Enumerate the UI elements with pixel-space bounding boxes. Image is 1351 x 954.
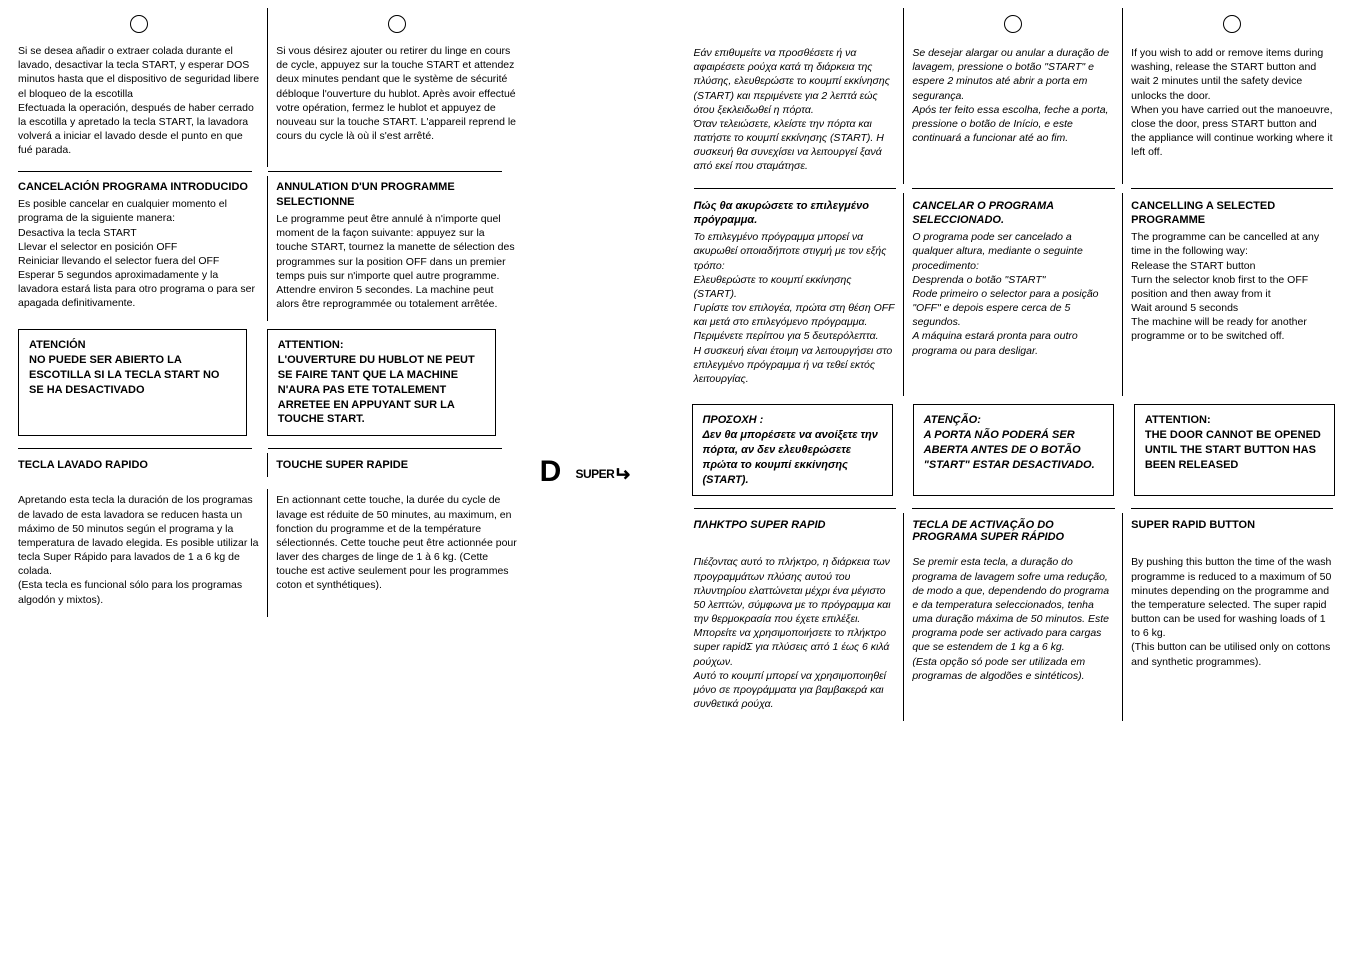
es-sr-head: TECLA LAVADO RAPIDO [10,453,267,477]
right-icon-row [686,8,1342,40]
fr-power-icon-cell [267,8,525,40]
pt-sr-head: TECLA DE ACTIVAÇÃO DO PROGRAMA SUPER RÁP… [903,513,1122,549]
es-intro: Si se desea añadir o extraer colada dura… [10,40,267,167]
right-sr-head-row: ΠΛΗΚΤΡΟ SUPER RAPID TECLA DE ACTIVAÇÃO D… [686,513,1342,549]
right-half: Εάν επιθυμείτε να προσθέσετε ή να αφαιρέ… [676,0,1351,954]
super-rapid-icon: SUPER↵ [576,459,631,484]
gr-intro-text: Εάν επιθυμείτε να προσθέσετε ή να αφαιρέ… [694,46,896,174]
en-cancel-text: The programme can be cancelled at any ti… [1131,230,1333,343]
en-intro-text: If you wish to add or remove items durin… [1131,46,1333,159]
gr-cancel-text: Το επιλεγμένο πρόγραμμα μπορεί να ακυρωθ… [694,230,896,386]
pt-cancel-head: CANCELAR O PROGRAMA SELECCIONADO. [912,199,1114,229]
filler [512,321,662,444]
gr-sr-text: Πιέζοντας αυτό το πλήκτρο, η διάρκεια τω… [694,555,896,711]
sr-label: SUPER [576,467,615,481]
left-sr-head-row: TECLA LAVADO RAPIDO TOUCHE SUPER RAPIDE … [10,453,666,489]
hr-r1 [686,184,1342,193]
letter-d: D [526,453,576,489]
gap [526,489,666,616]
fr-intro: Si vous désirez ajouter ou retirer du li… [267,40,525,167]
gr-cancel-head: Πώς θα ακυρώσετε το επιλεγμένο πρόγραμμα… [694,199,896,229]
en-cancel: CANCELLING A SELECTED PROGRAMME The prog… [1122,193,1341,397]
gr-icon-cell [686,8,904,40]
power-icon [130,15,148,33]
right-cancel-row: Πώς θα ακυρώσετε το επιλεγμένο πρόγραμμα… [686,193,1342,397]
hr-2 [10,444,666,453]
left-half: Si se desea añadir o extraer colada dura… [0,0,676,954]
fr-warn-box: ATTENTION:L'OUVERTURE DU HUBLOT NE PEUT … [267,329,496,436]
pt-sr: Se premir esta tecla, a duração do progr… [903,549,1122,721]
pt-intro: Se desejar alargar ou anular a duração d… [903,40,1122,184]
gap [526,40,666,167]
return-arrow-icon: ↵ [614,462,630,487]
es-sr: Apretando esta tecla la duración de los … [10,489,267,616]
left-warn-row: ATENCIÓNNO PUEDE SER ABIERTO LA ESCOTILL… [10,321,666,444]
fr-cancel-text: Le programme peut être annulé à n'import… [276,212,517,311]
gr-warn-box: ΠΡΟΣΟΧΗ :Δεν θα μπορέσετε να ανοίξετε τη… [692,404,893,496]
fr-intro-text: Si vous désirez ajouter ou retirer du li… [276,44,517,143]
power-icon [388,15,406,33]
en-warn-box: ATTENTION:THE DOOR CANNOT BE OPENED UNTI… [1134,404,1335,496]
es-cancel-head: CANCELACIÓN PROGRAMA INTRODUCIDO [18,180,259,195]
en-sr-head: SUPER RAPID BUTTON [1122,513,1341,549]
gap [526,176,666,321]
left-sr-body-row: Apretando esta tecla la duración de los … [10,489,666,616]
power-icon [1223,15,1241,33]
en-sr: By pushing this button the time of the w… [1122,549,1341,721]
pt-intro-text: Se desejar alargar ou anular a duração d… [912,46,1114,145]
right-sr-body-row: Πιέζοντας αυτό το πλήκτρο, η διάρκεια τω… [686,549,1342,721]
power-icon [1004,15,1022,33]
sr-symbol-slot: SUPER↵ [576,453,666,484]
gr-intro: Εάν επιθυμείτε να προσθέσετε ή να αφαιρέ… [686,40,904,184]
gr-sr: Πιέζοντας αυτό το πλήκτρο, η διάρκεια τω… [686,549,904,721]
right-warn-row: ΠΡΟΣΟΧΗ :Δεν θα μπορέσετε να ανοίξετε τη… [686,396,1342,504]
es-sr-text: Apretando esta tecla la duración de los … [18,493,259,606]
fr-warn-text: ATTENTION:L'OUVERTURE DU HUBLOT NE PEUT … [278,339,475,425]
hr-1 [10,167,666,176]
left-cancel-row: CANCELACIÓN PROGRAMA INTRODUCIDO Es posi… [10,176,666,321]
pt-warn-box: ATENÇÃO:A PORTA NÃO PODERÁ SER ABERTA AN… [913,404,1114,496]
fr-sr-head: TOUCHE SUPER RAPIDE [267,453,525,477]
es-intro-text: Si se desea añadir o extraer colada dura… [18,44,259,157]
pt-cancel-text: O programa pode ser cancelado a qualquer… [912,230,1114,358]
pt-cancel: CANCELAR O PROGRAMA SELECCIONADO. O prog… [903,193,1122,397]
es-warn-text: ATENCIÓNNO PUEDE SER ABIERTO LA ESCOTILL… [29,339,219,396]
gr-warn-text: ΠΡΟΣΟΧΗ :Δεν θα μπορέσετε να ανοίξετε τη… [703,414,878,485]
en-warn-text: ATTENTION:THE DOOR CANNOT BE OPENED UNTI… [1145,414,1321,471]
pt-power-icon-cell [903,8,1122,40]
pt-sr-text: Se premir esta tecla, a duração do progr… [912,555,1114,683]
icon-spacer [526,8,666,40]
es-warn-box: ATENCIÓNNO PUEDE SER ABIERTO LA ESCOTILL… [18,329,247,436]
es-power-icon-cell [10,8,267,40]
es-cancel: CANCELACIÓN PROGRAMA INTRODUCIDO Es posi… [10,176,267,321]
gr-cancel: Πώς θα ακυρώσετε το επιλεγμένο πρόγραμμα… [686,193,904,397]
en-intro: If you wish to add or remove items durin… [1122,40,1341,184]
pt-warn-text: ATENÇÃO:A PORTA NÃO PODERÁ SER ABERTA AN… [924,414,1095,471]
fr-cancel: ANNULATION D'UN PROGRAMME SELECTIONNE Le… [267,176,525,321]
en-cancel-head: CANCELLING A SELECTED PROGRAMME [1131,199,1333,229]
gr-sr-head: ΠΛΗΚΤΡΟ SUPER RAPID [686,513,904,549]
fr-sr-text: En actionnant cette touche, la durée du … [276,493,517,592]
en-sr-text: By pushing this button the time of the w… [1131,555,1333,668]
left-intro-row: Si se desea añadir o extraer colada dura… [10,40,666,167]
page-root: Si se desea añadir o extraer colada dura… [0,0,1351,954]
hr-r2 [686,504,1342,513]
en-power-icon-cell [1122,8,1341,40]
fr-sr: En actionnant cette touche, la durée du … [267,489,525,616]
fr-cancel-head: ANNULATION D'UN PROGRAMME SELECTIONNE [276,180,517,210]
left-icon-row [10,8,666,40]
es-cancel-text: Es posible cancelar en cualquier momento… [18,197,259,310]
right-intro-row: Εάν επιθυμείτε να προσθέσετε ή να αφαιρέ… [686,40,1342,184]
